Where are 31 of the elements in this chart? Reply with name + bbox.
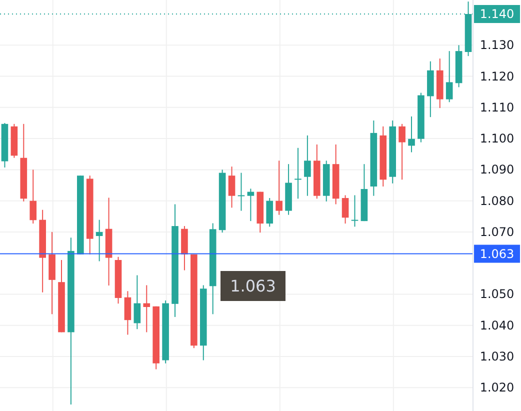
candlestick: [294, 147, 302, 200]
y-tick-label: 1.100: [480, 132, 514, 146]
candlestick: [124, 290, 132, 336]
y-tick-label: 1.080: [480, 194, 514, 208]
candlestick: [134, 274, 141, 330]
y-tick-label: 1.030: [480, 350, 514, 364]
y-tick-label: 1.090: [480, 162, 514, 177]
candlestick: [304, 134, 311, 196]
y-tick-label: 1.040: [480, 318, 514, 332]
candlestick: [30, 169, 37, 224]
y-tick-label: 1.050: [480, 287, 514, 302]
candlestick: [276, 160, 282, 216]
candlestick: [247, 188, 254, 222]
candlestick: [238, 172, 245, 212]
y-tick-label: 1.070: [480, 224, 514, 239]
candlestick: [266, 198, 274, 228]
candlestick: [408, 116, 415, 153]
ref-line-label: 1.140: [480, 7, 514, 22]
candlestick: [143, 284, 150, 333]
y-tick-label: 1.120: [480, 69, 514, 84]
candlestick: [96, 219, 103, 262]
candlestick: [446, 50, 453, 103]
y-tick-label: 1.110: [480, 100, 514, 114]
candlestick: [351, 194, 358, 228]
y-tick-label: 1.020: [480, 380, 514, 395]
candlestick: [398, 123, 406, 180]
annotation: 1.063: [230, 276, 276, 296]
candlestick: [228, 166, 236, 208]
ref-line-label: 1.063: [480, 246, 514, 261]
candlestick: [342, 194, 349, 224]
y-tick-label: 1.130: [480, 38, 514, 52]
